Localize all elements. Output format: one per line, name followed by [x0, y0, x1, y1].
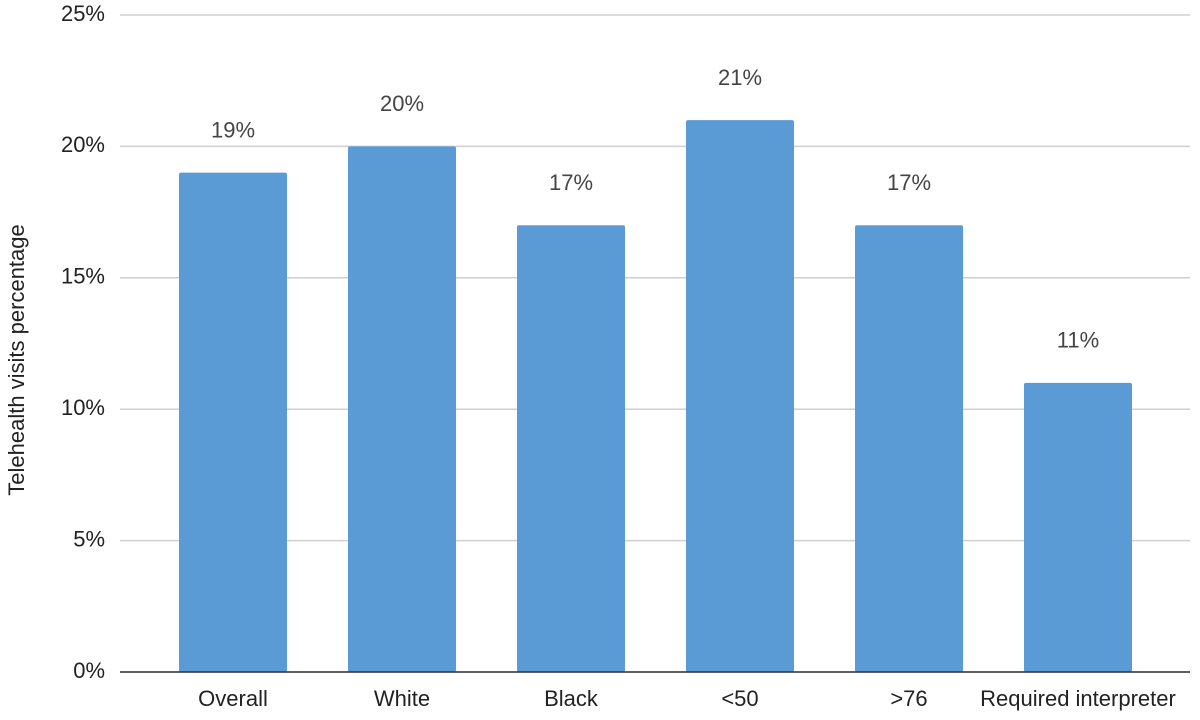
- y-tick-label: 10%: [61, 395, 105, 420]
- y-tick-label: 0%: [73, 658, 105, 683]
- value-label: 20%: [380, 91, 424, 116]
- bar: [517, 225, 625, 673]
- value-label: 21%: [718, 65, 762, 90]
- bar: [855, 225, 963, 673]
- value-label: 19%: [211, 117, 255, 142]
- x-tick-label: White: [374, 686, 430, 711]
- bar: [686, 120, 794, 673]
- bar: [179, 172, 287, 672]
- y-tick-label: 25%: [61, 1, 105, 26]
- x-tick-label: Required interpreter: [980, 686, 1176, 711]
- bar: [1024, 382, 1132, 672]
- y-tick-label: 5%: [73, 526, 105, 551]
- y-tick-label: 15%: [61, 264, 105, 289]
- y-axis-title: Telehealth visits percentage: [4, 224, 29, 496]
- x-tick-label: <50: [721, 686, 758, 711]
- x-tick-label: >76: [890, 686, 927, 711]
- x-tick-label: Overall: [198, 686, 268, 711]
- x-tick-label: Black: [544, 686, 599, 711]
- y-tick-label: 20%: [61, 132, 105, 157]
- value-label: 17%: [887, 170, 931, 195]
- value-label: 11%: [1057, 328, 1099, 353]
- bar: [348, 146, 456, 672]
- value-label: 17%: [549, 170, 593, 195]
